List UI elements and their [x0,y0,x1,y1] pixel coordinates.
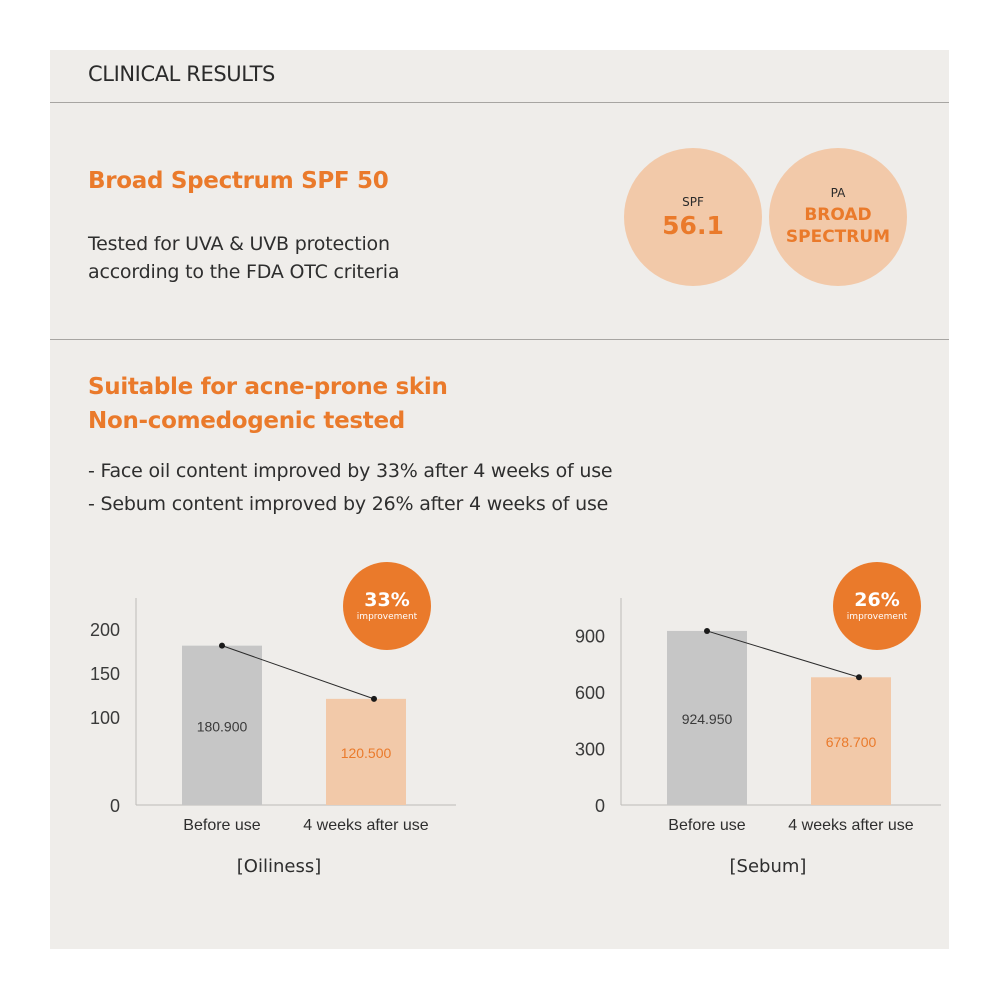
y-tick-label: 100 [90,708,120,728]
bar-value-label: 120.500 [341,745,392,761]
trend-point [219,642,225,649]
y-tick-label: 0 [595,796,605,816]
pa-circle: PA BROAD SPECTRUM [769,148,907,286]
page-title: CLINICAL RESULTS [88,62,275,86]
y-tick-label: 300 [575,740,605,760]
y-tick-label: 200 [90,620,120,640]
badge-text: improvement [356,612,418,622]
bar-value-label: 180.900 [197,718,248,734]
x-tick-label: Before use [668,817,745,834]
x-tick-label: 4 weeks after use [303,817,429,834]
bullet-item: - Face oil content improved by 33% after… [88,460,613,482]
spf-desc-line: according to the FDA OTC criteria [88,261,400,283]
sebum-improvement-badge: 26% improvement [833,562,921,650]
oiliness-improvement-badge: 33% improvement [343,562,431,650]
x-tick-label: 4 weeks after use [788,817,914,834]
results-bullets: - Face oil content improved by 33% after… [88,455,613,521]
trend-point [704,627,710,634]
badge-text: improvement [846,612,908,622]
trend-point [856,674,862,681]
y-tick-label: 0 [110,796,120,816]
bar-value-label: 924.950 [682,711,733,727]
acne-section-title: Suitable for acne-prone skin Non-comedog… [88,370,448,438]
acne-title-line: Non-comedogenic tested [88,408,405,434]
badge-percent: 26% [854,589,900,611]
trend-line [221,645,375,700]
spf-section-description: Tested for UVA & UVB protection accordin… [88,230,399,286]
bar [667,630,747,805]
bar [811,677,891,805]
trend-point [371,695,377,702]
spf-circle: SPF 56.1 [624,148,762,286]
trend-line [706,630,860,678]
oiliness-chart-title: [Oiliness] [236,856,322,877]
pa-value-line1: BROAD [804,205,872,225]
bullet-item: - Sebum content improved by 26% after 4 … [88,493,609,515]
sebum-chart: 0 300 600 900 924.950 Before use 678.700 4 week… [575,598,941,834]
spf-section-title: Broad Spectrum SPF 50 [88,168,389,194]
y-tick-label: 900 [575,627,605,647]
y-tick-label: 150 [90,664,120,684]
pa-label: PA [830,186,846,200]
badge-percent: 33% [364,589,410,611]
y-tick-label: 600 [575,683,605,703]
bar [182,645,262,805]
spf-label: SPF [682,195,704,209]
oiliness-chart: 0 100 150 200 180.900 Before use 120.500 4 week… [90,598,456,834]
header-divider [50,102,949,103]
bar [326,698,406,805]
section-divider [50,339,949,340]
spf-desc-line: Tested for UVA & UVB protection [88,233,390,255]
pa-value-line2: SPECTRUM [785,227,891,247]
acne-title-line: Suitable for acne-prone skin [88,374,448,400]
x-tick-label: Before use [183,817,260,834]
bar-value-label: 678.700 [826,734,877,750]
spf-value: 56.1 [662,211,724,240]
sebum-chart-title: [Sebum] [729,856,807,877]
